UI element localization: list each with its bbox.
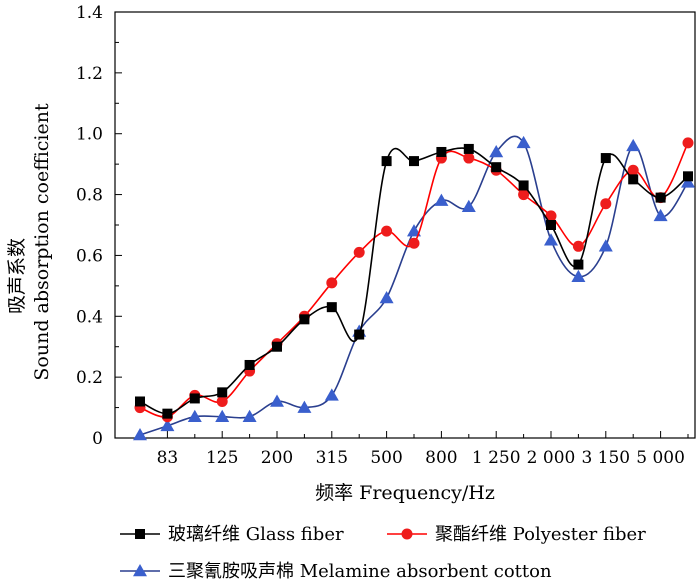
data-point-square <box>546 220 556 230</box>
data-point-square <box>299 314 310 325</box>
data-point-square <box>272 341 282 352</box>
data-point-triangle <box>407 224 421 237</box>
x-tick-label: 800 <box>425 448 457 468</box>
x-tick-label: 3 150 <box>581 448 630 468</box>
data-point-circle <box>572 240 584 252</box>
y-tick-label: 0.2 <box>76 368 103 388</box>
y-tick-label: 0 <box>92 429 103 449</box>
y-tick-label: 0.4 <box>76 307 103 327</box>
y-axis-title-english: Sound absorption coefficient <box>31 103 53 381</box>
data-point-triangle <box>434 193 449 206</box>
data-point-square <box>189 393 200 404</box>
labels-group: 频率 Frequency/Hz 吸声系数 Sound absorption co… <box>6 103 495 504</box>
series-line-circle <box>139 142 689 418</box>
x-tick-label: 125 <box>206 448 238 468</box>
data-point-triangle <box>242 409 257 422</box>
data-point-circle <box>463 152 475 164</box>
y-tick-label: 1.0 <box>76 125 103 145</box>
x-axis-title: 频率 Frequency/Hz <box>315 482 495 504</box>
data-point-circle <box>326 277 338 289</box>
series-square <box>135 143 693 419</box>
legend-item-circle: 聚酯纤维 Polyester fiber <box>387 524 646 545</box>
x-tick-label: 500 <box>370 448 402 468</box>
data-point-square <box>162 408 173 419</box>
data-point-triangle <box>461 199 476 212</box>
legend-marker-circle <box>401 528 413 540</box>
series-circle <box>134 137 694 423</box>
y-tick-label: 1.2 <box>76 64 103 84</box>
data-point-square <box>244 359 255 370</box>
data-point-square <box>217 387 228 398</box>
legend-label: 玻璃纤维 Glass fiber <box>168 524 344 545</box>
x-tick-label: 2 000 <box>527 448 576 468</box>
legend-item-square: 玻璃纤维 Glass fiber <box>120 524 344 545</box>
legend-marker-triangle <box>133 564 147 577</box>
data-point-circle <box>216 395 228 407</box>
data-point-square <box>409 156 419 167</box>
data-point-triangle <box>626 138 641 152</box>
data-point-triangle <box>187 409 202 422</box>
data-point-triangle <box>489 144 504 158</box>
data-point-triangle <box>133 427 147 441</box>
data-point-triangle <box>653 208 668 222</box>
series-line-square <box>139 147 689 415</box>
x-tick-label: 83 <box>157 448 179 468</box>
data-point-triangle <box>160 418 175 432</box>
data-point-square <box>326 302 337 313</box>
data-point-square <box>655 192 666 203</box>
data-point-square <box>381 156 392 167</box>
data-point-circle <box>682 137 694 149</box>
data-point-square <box>436 146 447 157</box>
data-point-square <box>491 162 502 173</box>
x-tick-label: 5 000 <box>636 448 685 468</box>
data-point-triangle <box>571 269 586 282</box>
series-group <box>133 135 695 441</box>
legend-item-triangle: 三聚氰胺吸声棉 Melamine absorbent cotton <box>120 561 552 582</box>
data-point-triangle <box>297 400 312 413</box>
y-tick-label: 0.6 <box>76 246 103 266</box>
y-axis-title-chinese: 吸声系数 <box>6 238 28 314</box>
data-point-triangle <box>215 409 230 422</box>
y-tick-label: 0.8 <box>76 186 103 206</box>
legend-marker-square <box>135 529 145 539</box>
data-point-triangle <box>598 239 613 252</box>
data-point-circle <box>627 164 639 176</box>
x-tick-label: 200 <box>261 448 293 468</box>
data-point-square <box>683 171 693 182</box>
legend-label: 三聚氰胺吸声棉 Melamine absorbent cotton <box>168 561 552 582</box>
series-triangle <box>133 135 695 441</box>
data-point-triangle <box>324 388 339 401</box>
data-point-triangle <box>544 233 558 246</box>
data-point-triangle <box>270 394 284 407</box>
data-point-square <box>628 174 639 185</box>
data-point-triangle <box>681 175 695 188</box>
data-point-square <box>354 329 365 340</box>
data-point-circle <box>545 210 557 222</box>
y-tick-label: 1.4 <box>76 3 103 23</box>
data-point-circle <box>381 225 393 237</box>
data-point-circle <box>518 189 530 201</box>
legend: 玻璃纤维 Glass fiber 聚酯纤维 Polyester fiber 三聚氰胺… <box>120 524 646 582</box>
data-point-circle <box>408 237 420 249</box>
plot-frame <box>114 11 696 439</box>
data-point-square <box>573 259 584 270</box>
data-point-square <box>135 396 145 407</box>
axes-group: 0 0.2 0.4 0.6 0.8 1.0 1.2 1.4 83 125 200 315 500 800 1… <box>76 3 696 468</box>
data-point-circle <box>353 246 365 258</box>
data-point-square <box>518 180 529 191</box>
data-point-triangle <box>516 135 531 149</box>
legend-label: 聚酯纤维 Polyester fiber <box>435 524 646 545</box>
x-tick-label: 1 250 <box>472 448 521 468</box>
data-point-square <box>600 153 611 164</box>
x-tick-label: 315 <box>316 448 348 468</box>
data-point-square <box>463 143 474 154</box>
data-point-circle <box>600 198 612 210</box>
data-point-triangle <box>379 291 394 304</box>
